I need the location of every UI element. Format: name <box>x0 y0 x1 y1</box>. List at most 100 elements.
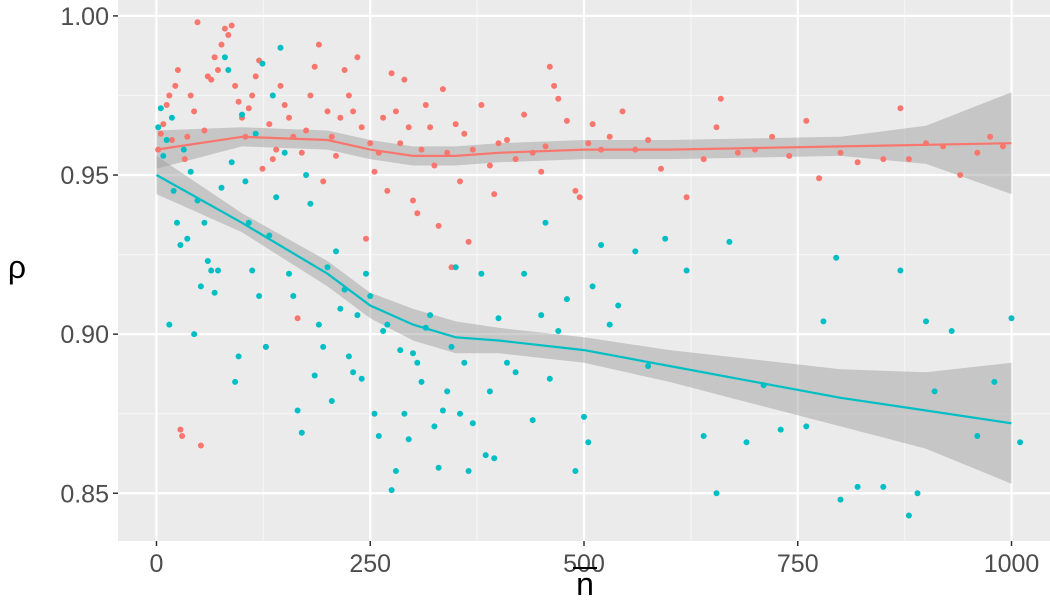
data-point <box>201 219 208 226</box>
data-point <box>461 130 468 137</box>
data-point <box>315 321 322 328</box>
data-point <box>410 350 416 357</box>
data-point <box>298 149 305 156</box>
data-point <box>803 423 810 430</box>
data-point <box>191 331 198 338</box>
data-point <box>345 92 352 99</box>
data-point <box>743 439 750 446</box>
data-point <box>486 162 493 169</box>
data-point <box>551 82 558 89</box>
data-point <box>155 124 162 131</box>
data-point <box>181 156 188 163</box>
data-point <box>180 146 187 153</box>
data-point <box>174 219 180 226</box>
data-point <box>482 452 489 459</box>
data-point <box>854 483 861 490</box>
data-point <box>606 133 613 140</box>
data-point <box>350 108 357 115</box>
data-point <box>546 375 553 382</box>
data-point <box>585 439 592 446</box>
data-point <box>179 433 186 439</box>
data-point <box>166 321 173 328</box>
data-point <box>572 187 579 194</box>
y-tick-label: 1.00 <box>60 3 109 31</box>
data-point <box>225 32 232 38</box>
data-point <box>427 124 434 131</box>
data-point <box>266 121 273 128</box>
data-point <box>880 483 887 490</box>
data-point <box>769 133 776 140</box>
data-point <box>598 242 605 248</box>
data-point <box>700 433 707 439</box>
data-point <box>218 184 225 191</box>
data-point <box>235 353 242 360</box>
smooth-lines <box>155 135 1012 425</box>
data-point <box>619 108 626 115</box>
data-point <box>277 82 284 89</box>
data-point <box>311 372 318 379</box>
data-point <box>931 388 938 395</box>
data-point <box>228 159 235 166</box>
data-point <box>215 267 221 274</box>
data-point <box>333 248 339 255</box>
data-point <box>555 95 562 102</box>
data-point <box>252 130 259 137</box>
data-point <box>538 168 545 175</box>
data-point <box>495 140 502 147</box>
data-point <box>168 114 175 121</box>
x-tick-label: 500 <box>563 550 605 578</box>
data-point <box>414 359 421 366</box>
data-point <box>658 165 664 172</box>
smooth-line <box>155 174 1012 425</box>
data-point <box>294 407 301 414</box>
data-point <box>273 146 280 153</box>
data-point <box>286 114 292 121</box>
y-axis-title: ρ <box>8 249 26 285</box>
data-point <box>303 172 310 178</box>
data-point <box>683 194 690 201</box>
data-point <box>418 378 425 385</box>
data-point <box>645 137 652 143</box>
data-point <box>414 210 421 217</box>
data-point <box>245 105 252 112</box>
data-point <box>320 343 327 350</box>
data-point <box>215 67 221 73</box>
data-point <box>218 41 225 48</box>
data-point <box>328 398 335 404</box>
data-point <box>242 178 249 185</box>
data-point <box>208 76 215 83</box>
confidence-ribbons <box>156 92 1012 484</box>
data-point <box>991 378 998 385</box>
data-point <box>341 67 348 73</box>
data-point <box>589 283 596 290</box>
data-point <box>273 194 280 201</box>
data-point <box>371 168 378 175</box>
data-point <box>546 63 553 70</box>
data-point <box>542 143 549 150</box>
data-point <box>542 219 549 226</box>
data-point <box>491 191 498 198</box>
data-point <box>521 270 528 277</box>
data-point <box>563 296 570 303</box>
data-point <box>418 146 425 153</box>
data-point <box>172 82 179 89</box>
data-point <box>166 92 173 99</box>
data-point <box>1000 143 1006 150</box>
data-point <box>328 133 335 140</box>
data-points <box>155 19 1024 519</box>
data-point <box>211 54 218 61</box>
data-point <box>307 92 314 99</box>
data-point <box>191 108 198 115</box>
data-point <box>363 270 369 277</box>
data-point <box>401 410 408 417</box>
y-tick-label: 0.85 <box>60 480 109 508</box>
data-point <box>225 67 232 73</box>
data-point <box>1008 315 1015 322</box>
data-point <box>713 124 720 131</box>
data-point <box>371 410 378 417</box>
data-point <box>803 117 810 124</box>
data-point <box>259 165 266 172</box>
data-point <box>208 267 215 274</box>
data-point <box>281 149 288 156</box>
data-point <box>324 108 331 115</box>
